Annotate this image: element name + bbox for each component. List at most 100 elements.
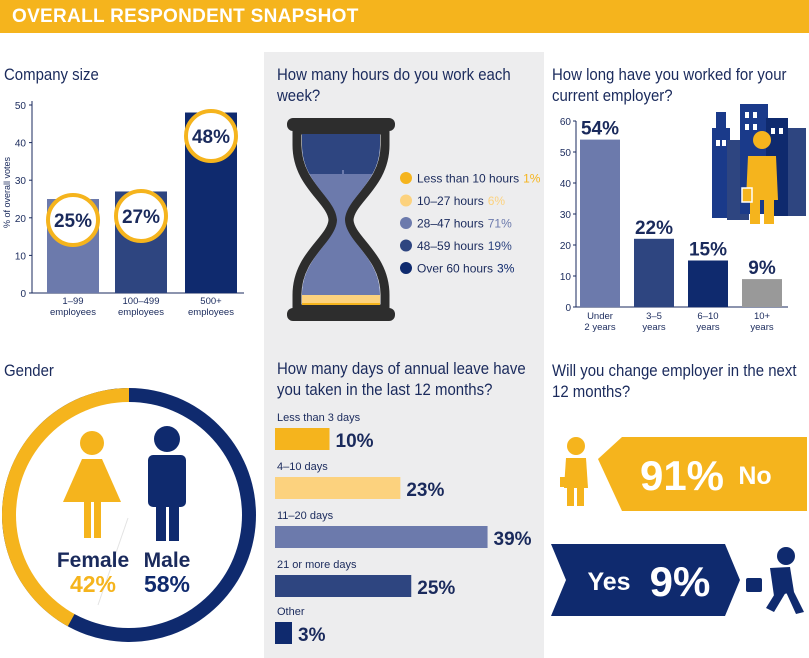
gender-title: Gender — [4, 361, 54, 380]
leave-category-label: 21 or more days — [277, 559, 357, 571]
leave-category-label: 11–20 days — [277, 510, 334, 522]
yes-value-label: 9% — [650, 558, 711, 605]
company-y-tick-label: 50 — [15, 101, 27, 112]
hours-legend-value: 3% — [497, 262, 515, 276]
tenure-y-tick-label: 20 — [560, 241, 572, 252]
standing-man-icon — [560, 437, 588, 506]
gender-value-label: 42% — [70, 571, 116, 597]
tenure-y-tick-label: 0 — [565, 303, 571, 314]
city-businessman-icon — [712, 104, 806, 224]
company-category-label: employees — [188, 307, 234, 318]
tenure-category-label: years — [696, 322, 719, 333]
annual-leave-chart: Less than 3 days 10% 4–10 days 23% 11–20 day… — [275, 412, 532, 646]
tenure-y-tick-label: 10 — [560, 272, 572, 283]
hours-legend-value: 19% — [488, 239, 512, 253]
male-figure-icon — [148, 426, 186, 541]
company-value-badge — [114, 189, 168, 243]
leave-bar — [275, 526, 488, 548]
tenure-y-tick-label: 40 — [560, 179, 572, 190]
company-category-label: employees — [50, 307, 96, 318]
company-value-label: 27% — [122, 207, 160, 228]
hours-legend-value: 71% — [488, 217, 512, 231]
company-category-label: 100–499 — [123, 296, 160, 307]
gender-category-label: Female — [57, 549, 129, 572]
leave-bar — [275, 622, 292, 644]
tenure-category-label: years — [642, 322, 665, 333]
gender-value-label: 58% — [144, 571, 190, 597]
tenure-bar — [580, 139, 620, 307]
hours-legend-value: 1% — [523, 172, 541, 186]
tenure-category-label: 2 years — [584, 322, 615, 333]
company-value-label: 48% — [192, 127, 230, 148]
tenure-value-label: 15% — [689, 240, 727, 261]
no-value-label: 91% — [640, 452, 724, 499]
hours-chart: Less than 10 hours 1% 10–27 hours 6% 28–47 h… — [287, 118, 541, 321]
hours-legend-category: 10–27 hours — [417, 194, 484, 208]
tenure-category-label: 3–5 — [646, 311, 662, 322]
hours-legend-label: Less than 10 hours 1% — [417, 172, 541, 186]
no-category-label: No — [738, 462, 771, 490]
hours-legend-label: 10–27 hours 6% — [417, 194, 505, 208]
hours-legend-dot — [400, 194, 412, 207]
hours-legend-label: Over 60 hours 3% — [417, 262, 515, 276]
hours-legend-label: 28–47 hours 71% — [417, 217, 512, 231]
tenure-y-tick-label: 50 — [560, 148, 572, 159]
no-arrow-bar — [598, 437, 807, 511]
tenure-bar — [688, 260, 728, 307]
yes-category-label: Yes — [587, 568, 630, 596]
tenure-category-label: Under — [587, 311, 613, 322]
leave-bar — [275, 575, 412, 597]
tenure-category-label: 6–10 — [697, 311, 718, 322]
header-banner: OVERALL RESPONDENT SNAPSHOT — [0, 0, 809, 33]
hours-legend-label: 48–59 hours 19% — [417, 239, 512, 253]
company-value-label: 25% — [54, 211, 92, 232]
company-value-badge — [46, 193, 100, 247]
hours-legend-dot — [400, 217, 412, 229]
leave-value-label: 3% — [298, 625, 326, 646]
tenure-category-label: 10+ — [754, 311, 771, 322]
leave-category-label: Less than 3 days — [277, 412, 361, 424]
hours-legend-category: Less than 10 hours — [417, 172, 519, 186]
hourglass-icon — [287, 118, 395, 321]
tenure-bar — [634, 238, 674, 307]
company-size-title: Company size — [4, 65, 99, 84]
yes-arrow-bar — [551, 544, 740, 616]
company-size-chart: % of overall votes 0102030405025%1–99emp… — [2, 101, 244, 318]
company-category-label: 1–99 — [62, 296, 83, 307]
hours-legend-dot — [400, 172, 412, 184]
walking-man-icon — [746, 547, 804, 614]
hours-legend-category: 48–59 hours — [417, 239, 484, 253]
company-category-label: employees — [118, 307, 164, 318]
leave-bar — [275, 477, 401, 499]
company-y-tick-label: 30 — [15, 176, 27, 187]
page-title: OVERALL RESPONDENT SNAPSHOT — [12, 6, 359, 27]
tenure-y-tick-label: 60 — [560, 117, 572, 128]
female-figure-icon — [63, 431, 121, 538]
hours-legend-dot — [400, 239, 412, 252]
hours-title: How many hours do you work each week? — [277, 65, 511, 105]
leave-value-label: 23% — [406, 480, 444, 501]
hours-legend-dot — [400, 262, 412, 274]
leave-category-label: Other — [277, 606, 305, 618]
company-category-label: 500+ — [200, 296, 222, 307]
hours-legend-category: 28–47 hours — [417, 217, 484, 231]
leave-title: How many days of annual leave have you t… — [277, 359, 526, 399]
leave-category-label: 4–10 days — [277, 461, 328, 473]
company-y-tick-label: 10 — [15, 251, 27, 262]
leave-bar — [275, 428, 330, 450]
company-y-tick-label: 0 — [20, 289, 26, 300]
tenure-y-tick-label: 30 — [560, 210, 572, 221]
leave-value-label: 39% — [494, 529, 532, 550]
change-employer-chart: 91% No Yes 9% — [551, 437, 807, 616]
tenure-title: How long have you worked for your curren… — [552, 65, 787, 105]
leave-value-label: 10% — [336, 431, 374, 452]
change-title: Will you change employer in the next 12 … — [552, 361, 797, 401]
tenure-category-label: years — [750, 322, 773, 333]
tenure-value-label: 54% — [581, 119, 619, 140]
tenure-value-label: 9% — [748, 258, 776, 279]
hours-legend-value: 6% — [488, 194, 506, 208]
leave-value-label: 25% — [417, 578, 455, 599]
